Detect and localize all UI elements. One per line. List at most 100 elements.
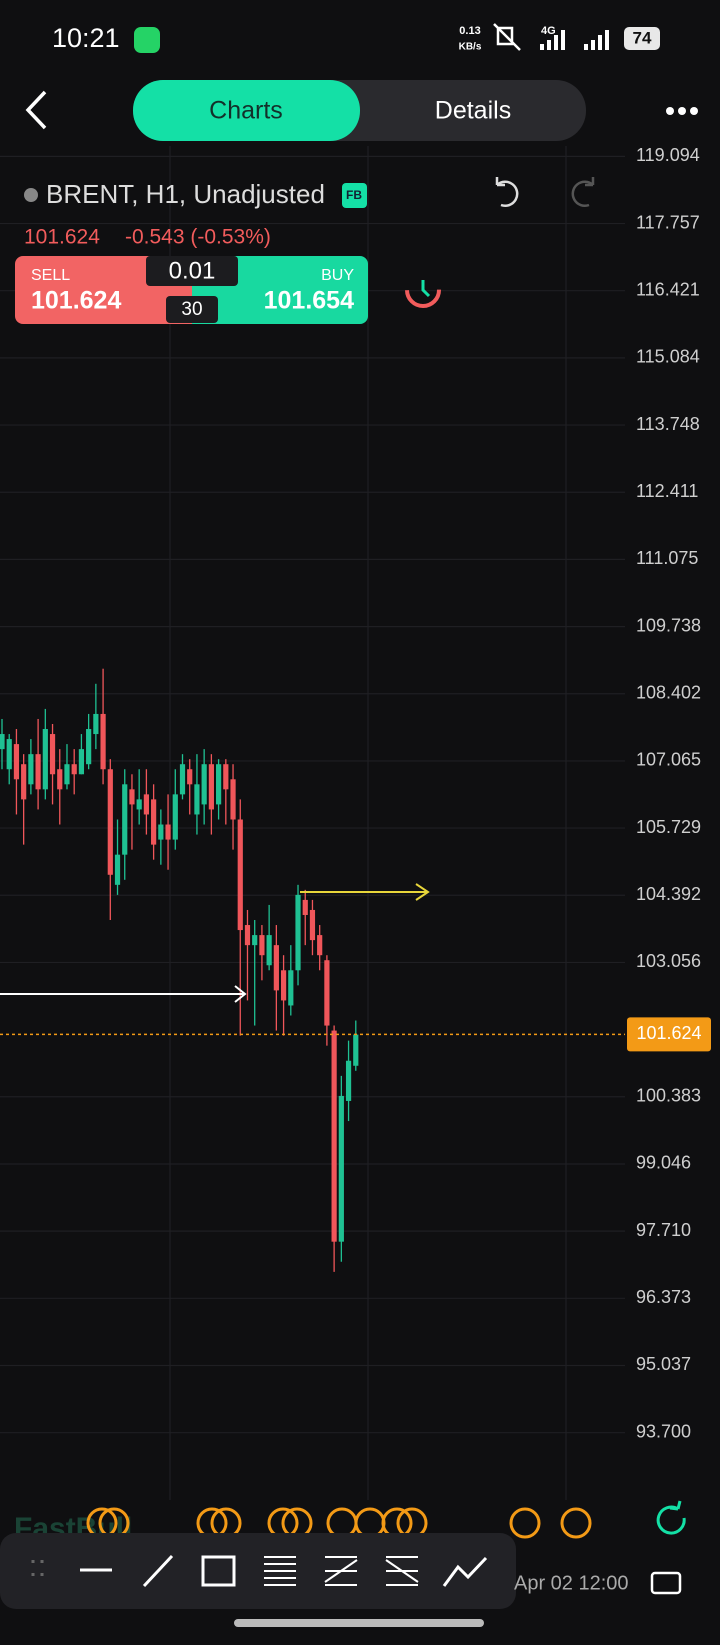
battery xyxy=(624,27,660,50)
tool-channel[interactable] xyxy=(324,1556,358,1586)
clock-hand xyxy=(421,280,431,298)
tool-fib[interactable] xyxy=(264,1556,296,1586)
y-tick-label: 111.075 xyxy=(636,548,698,568)
drawn-arrow xyxy=(300,883,430,901)
y-tick-label: 108.402 xyxy=(636,682,701,702)
candle-body xyxy=(331,1030,337,1242)
mute-icon xyxy=(493,23,521,51)
last-price-tag xyxy=(627,1017,711,1052)
whatsapp-icon xyxy=(134,27,160,53)
net-speed: 0.13 xyxy=(459,25,480,37)
y-tick-label: 113.748 xyxy=(636,414,700,434)
buy-label[interactable]: BUY xyxy=(321,267,354,284)
candle-body xyxy=(136,799,142,810)
draw-toolbar xyxy=(0,1533,516,1609)
candle-body xyxy=(42,729,48,790)
candle-body xyxy=(216,764,222,805)
candle-body xyxy=(13,744,20,780)
candle-body xyxy=(71,764,77,775)
candle-body xyxy=(151,799,157,845)
layout-button[interactable] xyxy=(650,1571,682,1595)
back-button[interactable] xyxy=(25,90,47,130)
tool-rect[interactable] xyxy=(201,1555,236,1587)
candle-body xyxy=(317,935,323,956)
y-tick-label: 116.421 xyxy=(636,279,700,299)
candle-body xyxy=(93,713,99,735)
lot-box[interactable] xyxy=(146,256,238,286)
y-tick-label: 119.094 xyxy=(636,145,700,165)
y-tick-label: 97.710 xyxy=(636,1220,691,1240)
candle-body xyxy=(244,925,251,946)
candle-body xyxy=(6,739,12,770)
candle-body xyxy=(353,1034,359,1066)
tool-channel-2[interactable] xyxy=(385,1556,419,1586)
badge-text: FB xyxy=(346,188,362,202)
candle-body xyxy=(158,824,164,840)
candle-body xyxy=(338,1095,344,1242)
candle-body xyxy=(187,769,193,785)
candle-body xyxy=(309,909,316,941)
candle-body xyxy=(107,769,113,875)
candle-body xyxy=(230,779,236,820)
candle-body xyxy=(35,754,41,790)
candle-body xyxy=(194,784,200,815)
price-change: -0.543 (-0.53%) xyxy=(125,226,271,249)
sell-label[interactable]: SELL xyxy=(31,267,70,284)
candle-body xyxy=(86,729,92,765)
y-tick-label: 112.411 xyxy=(636,481,698,501)
reset-button[interactable] xyxy=(656,1500,686,1535)
lot-size[interactable]: 0.01 xyxy=(169,257,216,284)
tab-charts[interactable] xyxy=(133,80,360,141)
candle-body xyxy=(201,764,207,805)
y-tick-label: 95.037 xyxy=(636,1354,691,1374)
drawn-arrow xyxy=(0,985,247,1003)
candle-body xyxy=(266,935,272,966)
candle-body xyxy=(100,713,106,770)
spread-box xyxy=(166,296,218,323)
last-price-label: 101.624 xyxy=(636,1023,701,1043)
more-menu[interactable] xyxy=(666,107,698,115)
candle-body xyxy=(302,899,308,915)
candle-body xyxy=(122,784,128,855)
candle-body xyxy=(288,970,294,1006)
candle-body xyxy=(259,935,265,956)
y-tick-label: 103.056 xyxy=(636,951,701,971)
candle-body xyxy=(223,764,229,790)
candle-body xyxy=(64,764,70,785)
candle-body xyxy=(273,945,279,991)
y-tick-label: 100.383 xyxy=(636,1086,701,1106)
badge xyxy=(342,183,367,208)
drag-handle[interactable] xyxy=(31,1560,44,1576)
status-dot xyxy=(24,188,38,202)
candle-body xyxy=(280,970,287,1001)
y-tick-label: 107.065 xyxy=(636,750,701,770)
candle-body xyxy=(143,794,149,815)
tool-path[interactable] xyxy=(442,1556,488,1587)
tab-label[interactable]: Details xyxy=(435,97,511,125)
home-indicator xyxy=(234,1619,484,1627)
candle-body xyxy=(78,749,85,775)
sell-price[interactable]: 101.624 xyxy=(31,287,121,315)
buy-price[interactable]: 101.654 xyxy=(264,287,354,315)
candle-body xyxy=(345,1060,352,1101)
candle-body xyxy=(172,794,178,840)
y-tick-label: 93.700 xyxy=(636,1421,691,1441)
candle-body xyxy=(57,769,63,790)
candle-body xyxy=(237,819,243,931)
candle-body xyxy=(28,754,34,785)
tool-trendline[interactable] xyxy=(142,1554,174,1588)
y-tick-label: 99.046 xyxy=(636,1153,691,1173)
battery-level: 74 xyxy=(633,28,652,47)
candle-body xyxy=(295,894,301,971)
y-tick-label: 117.757 xyxy=(636,212,700,232)
y-tick-label: 115.084 xyxy=(636,347,700,367)
tab-label[interactable]: Charts xyxy=(209,97,283,125)
candle-body xyxy=(129,789,135,805)
y-tick-label: 109.738 xyxy=(636,615,701,635)
clock-icon[interactable] xyxy=(405,272,441,308)
redo-button[interactable] xyxy=(571,177,595,207)
network-type: 4G xyxy=(541,25,556,37)
undo-button[interactable] xyxy=(495,177,519,207)
candle-body xyxy=(114,854,121,885)
